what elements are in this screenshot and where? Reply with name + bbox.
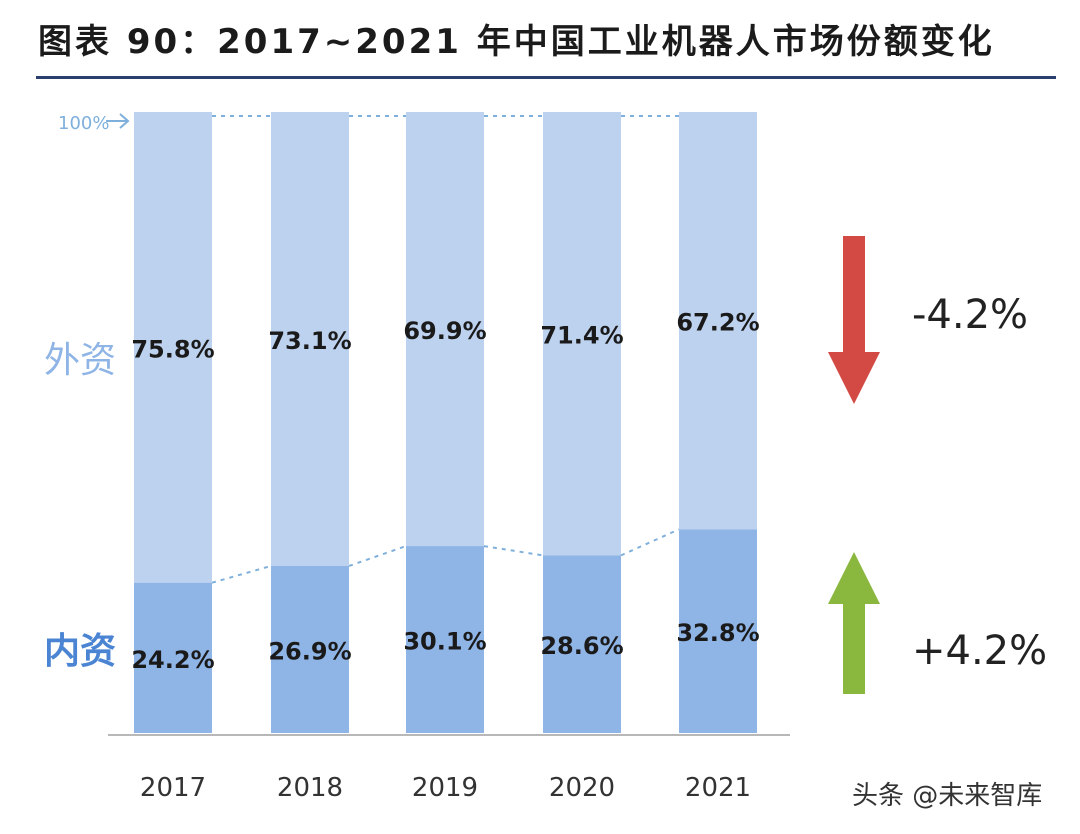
series-label-foreign: 外资: [44, 340, 116, 381]
connector-share-0: [211, 564, 272, 584]
annotation-foreign-change: -4.2%: [912, 292, 1028, 338]
data-label-foreign-2017: 75.8%: [131, 335, 214, 363]
bar-domestic-2017: [134, 582, 212, 733]
data-label-foreign-2020: 71.4%: [540, 322, 623, 350]
data-label-foreign-2019: 69.9%: [403, 317, 486, 345]
connector-share-1: [348, 545, 407, 567]
data-label-domestic-2017: 24.2%: [131, 646, 214, 674]
bar-domestic-2020: [543, 555, 621, 733]
top-marker-label: 100%: [58, 113, 109, 134]
data-label-domestic-2018: 26.9%: [268, 637, 351, 665]
bar-foreign-2017: [134, 112, 212, 583]
data-label-foreign-2021: 67.2%: [676, 309, 759, 337]
x-tick-label-2021: 2021: [685, 773, 751, 803]
chart-title: 图表 90：2017~2021 年中国工业机器人市场份额变化: [38, 22, 995, 62]
annotation-domestic-change: +4.2%: [912, 628, 1047, 674]
bar-domestic-2019: [406, 546, 484, 733]
x-tick-label-2018: 2018: [277, 773, 343, 803]
bar-domestic-2021: [679, 529, 757, 733]
bar-foreign-2020: [543, 112, 621, 556]
arrow-up-icon: [828, 552, 880, 694]
title-underline: [36, 76, 1056, 79]
arrow-down-icon: [828, 236, 880, 404]
data-label-foreign-2018: 73.1%: [268, 327, 351, 355]
bar-foreign-2018: [271, 112, 349, 566]
data-label-domestic-2021: 32.8%: [676, 619, 759, 647]
x-tick-label-2020: 2020: [549, 773, 615, 803]
connector-share-3: [620, 528, 680, 557]
x-tick-label-2017: 2017: [140, 773, 206, 803]
bar-domestic-2018: [271, 565, 349, 733]
x-tick-label-2019: 2019: [412, 773, 478, 803]
top-marker-arrow-head: [119, 113, 130, 129]
connector-share-2: [483, 545, 544, 557]
bar-foreign-2019: [406, 112, 484, 547]
data-label-domestic-2019: 30.1%: [403, 628, 486, 656]
data-label-domestic-2020: 28.6%: [540, 632, 623, 660]
series-label-domestic: 内资: [44, 631, 116, 672]
watermark: 头条 @未来智库: [852, 781, 1043, 811]
bar-foreign-2021: [679, 112, 757, 530]
